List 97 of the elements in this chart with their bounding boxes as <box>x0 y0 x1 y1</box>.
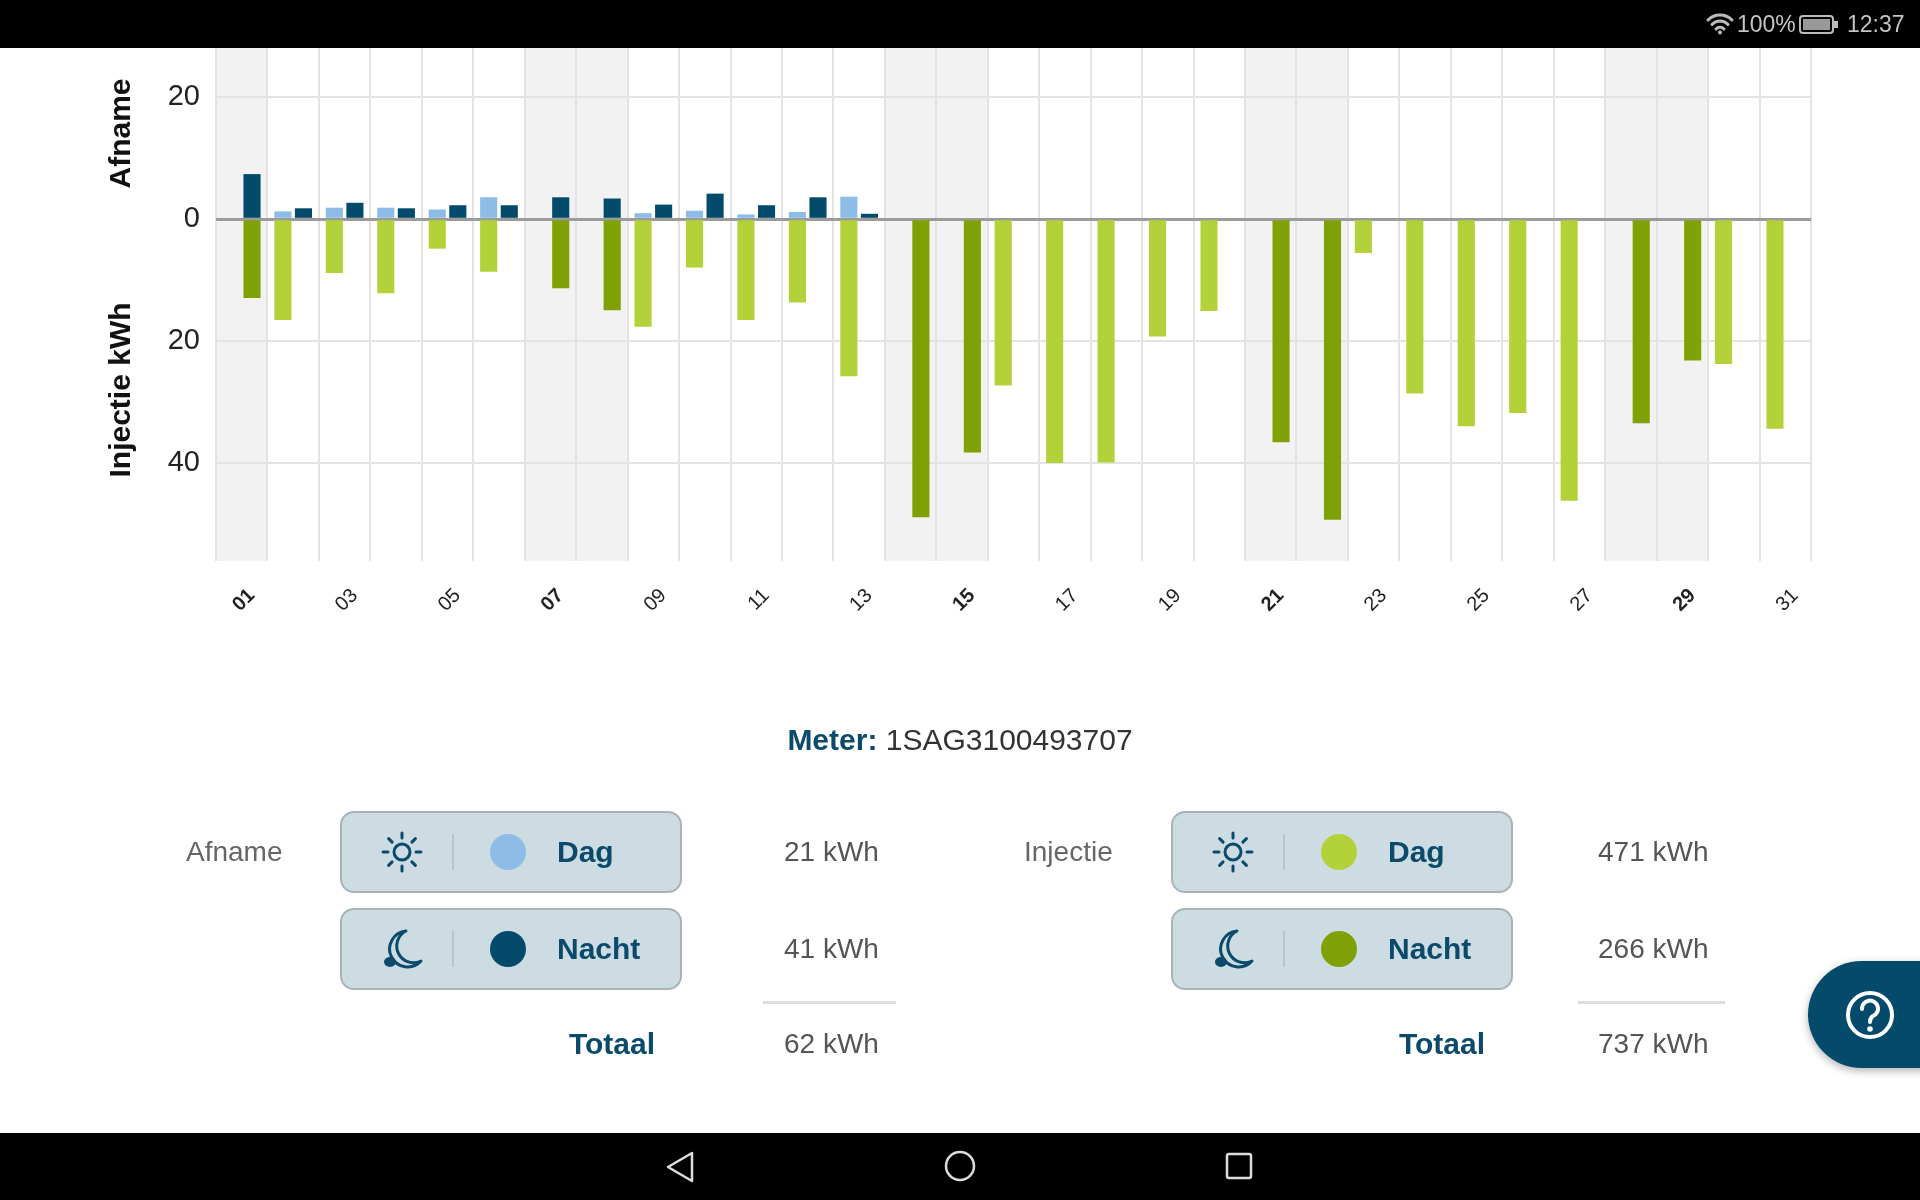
bar <box>1272 220 1290 443</box>
y-tick-label: 0 <box>183 201 200 233</box>
bar <box>840 220 858 377</box>
bar <box>377 207 395 218</box>
toggle-button: Dag <box>340 811 682 893</box>
bar <box>274 211 292 218</box>
text: Meter: 1SAG3100493707 <box>787 723 1133 756</box>
x-tick-label: 11 <box>742 583 773 614</box>
legend-label: Dag <box>557 834 614 870</box>
bar <box>294 208 313 218</box>
text: 471 kWh <box>1598 835 1709 869</box>
bar <box>1149 220 1167 337</box>
x-tick-label: 31 <box>1770 583 1802 615</box>
x-tick-label: 07 <box>535 583 568 615</box>
bar <box>788 211 806 218</box>
text: Afname <box>186 835 283 869</box>
bar <box>428 220 446 249</box>
bar <box>243 220 261 299</box>
legend-label: Nacht <box>1388 931 1472 967</box>
bar <box>1457 220 1475 427</box>
bar <box>809 197 827 218</box>
toggle-button: Nacht <box>1171 908 1513 990</box>
bar <box>603 198 621 218</box>
bar <box>428 209 446 218</box>
x-tick-label: 15 <box>947 583 979 615</box>
bar <box>788 220 806 303</box>
legend-label: Dag <box>1388 834 1445 870</box>
bar <box>1684 220 1702 361</box>
text: Totaal <box>568 1026 655 1062</box>
text: Totaal <box>1398 1026 1485 1062</box>
x-tick-label: 25 <box>1462 583 1494 615</box>
bar <box>634 213 652 218</box>
text: 21 kWh <box>784 835 879 869</box>
text: 41 kWh <box>784 932 879 966</box>
toggle-button: Nacht <box>340 908 682 990</box>
bar <box>449 205 467 218</box>
bar <box>912 220 930 518</box>
bar <box>685 220 704 268</box>
x-tick-label: 19 <box>1153 583 1185 615</box>
bar <box>1714 220 1733 365</box>
legend-label: Nacht <box>557 931 641 967</box>
bar <box>500 205 518 218</box>
x-tick-label: 09 <box>638 583 671 615</box>
text: 100% <box>1737 10 1796 38</box>
x-tick-label: 17 <box>1050 583 1082 615</box>
bar <box>1200 220 1218 311</box>
bar <box>1632 220 1650 424</box>
bar <box>377 220 395 294</box>
bar <box>480 197 498 218</box>
bar <box>274 220 292 321</box>
x-tick-label: 21 <box>1256 583 1288 615</box>
bar <box>552 197 570 218</box>
x-tick-label: 27 <box>1564 583 1597 615</box>
text: 737 kWh <box>1598 1027 1709 1061</box>
bar <box>397 208 415 218</box>
bar <box>757 205 776 218</box>
bar <box>243 174 261 218</box>
bar <box>994 220 1012 386</box>
bar <box>346 202 364 218</box>
bar <box>860 213 878 218</box>
y-tick-label: 20 <box>167 323 200 356</box>
y-tick-label: 40 <box>167 445 200 478</box>
bar <box>1509 220 1527 413</box>
bar <box>1766 220 1784 429</box>
toggle-button: Dag <box>1171 811 1513 893</box>
bar <box>1406 220 1424 394</box>
x-tick-label: 05 <box>432 583 465 615</box>
bar <box>963 220 981 453</box>
bar <box>737 214 755 218</box>
bar <box>325 207 343 218</box>
bar <box>655 204 673 218</box>
x-tick-label: 13 <box>844 583 876 615</box>
y-axis-title: Injectie kWh <box>103 302 137 478</box>
y-tick-label: 20 <box>167 78 200 111</box>
text: Afname <box>103 78 137 189</box>
bar <box>1354 220 1372 253</box>
bar <box>552 220 570 289</box>
bar <box>1097 220 1115 463</box>
x-tick-label: 23 <box>1359 583 1391 615</box>
x-tick-label: 01 <box>227 583 259 615</box>
bar <box>685 210 704 218</box>
text: 62 kWh <box>784 1027 879 1061</box>
text: 266 kWh <box>1598 932 1709 966</box>
text: 12:37 <box>1847 10 1905 38</box>
bar <box>706 193 724 218</box>
bar <box>1323 220 1342 520</box>
bar <box>840 196 858 218</box>
bar <box>737 220 755 321</box>
bar <box>1560 220 1578 501</box>
text: Injectie <box>1024 835 1113 869</box>
bar <box>325 220 343 274</box>
x-tick-label: 03 <box>330 583 362 615</box>
bar <box>1046 220 1064 464</box>
bar <box>603 220 621 311</box>
bar <box>634 220 652 327</box>
x-tick-label: 29 <box>1667 583 1700 615</box>
bar <box>480 220 498 272</box>
